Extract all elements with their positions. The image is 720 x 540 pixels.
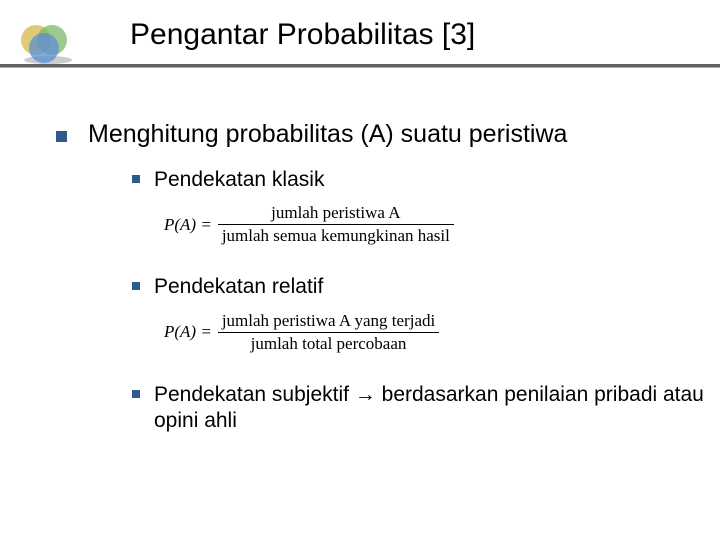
bullet-level2: Pendekatan relatif — [0, 274, 720, 300]
bullet-level1: Menghitung probabilitas (A) suatu perist… — [0, 120, 720, 149]
formula-numerator: jumlah peristiwa A yang terjadi — [218, 311, 439, 332]
bullet-level2: Pendekatan subjektif → berdasarkan penil… — [0, 382, 720, 435]
slide-content: Menghitung probabilitas (A) suatu perist… — [0, 120, 720, 440]
title-underline — [0, 64, 720, 68]
formula-fraction: jumlah peristiwa A yang terjadi jumlah t… — [218, 311, 439, 354]
square-bullet-icon — [132, 390, 140, 398]
slide-header: Pengantar Probabilitas [3] — [0, 0, 720, 78]
level1-text: Menghitung probabilitas (A) suatu perist… — [88, 120, 567, 148]
square-bullet-icon — [132, 175, 140, 183]
level2-text: Pendekatan subjektif → berdasarkan penil… — [154, 383, 704, 432]
formula-denominator: jumlah total percobaan — [247, 333, 411, 354]
slide-title: Pengantar Probabilitas [3] — [130, 18, 475, 52]
formula-fraction: jumlah peristiwa A jumlah semua kemungki… — [218, 203, 454, 246]
bullet-level2: Pendekatan klasik — [0, 167, 720, 193]
square-bullet-icon — [56, 131, 67, 142]
formula-lhs: P(A) = — [164, 322, 218, 342]
formula-klasik: P(A) = jumlah peristiwa A jumlah semua k… — [164, 203, 720, 246]
level2-text: Pendekatan relatif — [154, 275, 373, 298]
formula-numerator: jumlah peristiwa A — [267, 203, 404, 224]
level2-text: Pendekatan klasik — [154, 168, 374, 191]
formula-relatif: P(A) = jumlah peristiwa A yang terjadi j… — [164, 311, 720, 354]
formula-denominator: jumlah semua kemungkinan hasil — [218, 225, 454, 246]
formula-lhs: P(A) = — [164, 215, 218, 235]
square-bullet-icon — [132, 282, 140, 290]
logo-circles-icon — [18, 22, 74, 66]
